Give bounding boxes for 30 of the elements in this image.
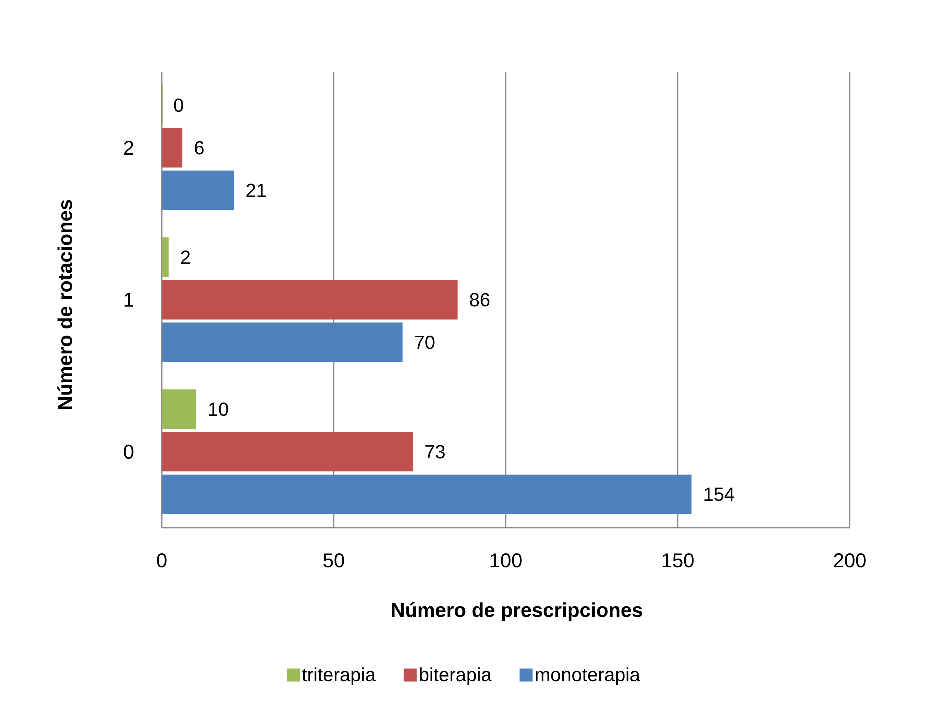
legend-label: biterapia [420, 668, 492, 686]
data-label: 154 [704, 488, 734, 502]
data-label: 21 [246, 184, 266, 198]
legend-label: monoterapia [536, 668, 640, 686]
y-axis-title: Número de rotaciones [58, 200, 72, 410]
data-label: 10 [209, 402, 228, 416]
y-tick-label: 1 [124, 293, 134, 307]
x-tick-label: 200 [834, 554, 866, 568]
data-label: 73 [426, 445, 445, 459]
x-tick-label: 50 [324, 554, 344, 568]
y-tick-label: 0 [124, 444, 134, 460]
bar [162, 170, 234, 210]
data-label: 86 [470, 293, 490, 307]
data-label: 0 [174, 98, 184, 112]
data-label: 2 [181, 250, 190, 264]
bar [162, 474, 692, 514]
bar [162, 390, 196, 430]
x-axis-title: Número de prescripciones [392, 602, 642, 622]
data-label: 70 [415, 336, 435, 350]
bar [162, 280, 458, 320]
x-tick-label: 0 [157, 554, 167, 568]
bar [162, 432, 414, 472]
bar [162, 128, 183, 168]
bar [162, 322, 403, 362]
bar [162, 238, 169, 278]
y-tick-label: 2 [124, 141, 134, 155]
x-tick-label: 150 [662, 554, 694, 568]
data-label: 6 [195, 141, 204, 155]
legend-label: triterapia [302, 668, 376, 686]
x-tick-label: 100 [490, 554, 522, 568]
